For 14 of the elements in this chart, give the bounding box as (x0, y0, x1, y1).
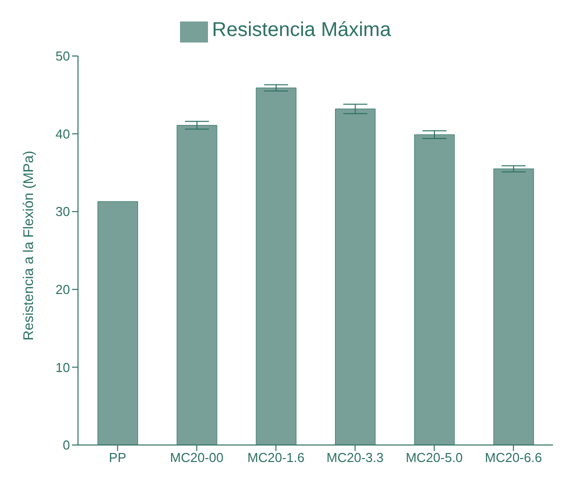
x-tick-label: MC20-5.0 (406, 450, 463, 466)
legend-label: Resistencia Máxima (212, 19, 391, 42)
y-tick-label: 10 (56, 360, 70, 375)
y-tick-label: 40 (56, 126, 70, 142)
y-axis-title: Resistencia a la Flexión (MPa) (20, 150, 36, 340)
y-tick-label: 0 (62, 438, 70, 453)
x-tick-label: PP (108, 450, 126, 466)
x-tick-label: MC20-00 (170, 450, 224, 466)
x-tick-label: MC20-3.3 (326, 450, 384, 466)
y-tick-label: 30 (56, 204, 70, 220)
x-tick-label: MC20-6.6 (484, 450, 542, 466)
y-tick-label: 20 (56, 282, 70, 298)
y-tick-label: 50 (56, 48, 70, 64)
x-tick-label: MC20-1.6 (247, 450, 304, 466)
